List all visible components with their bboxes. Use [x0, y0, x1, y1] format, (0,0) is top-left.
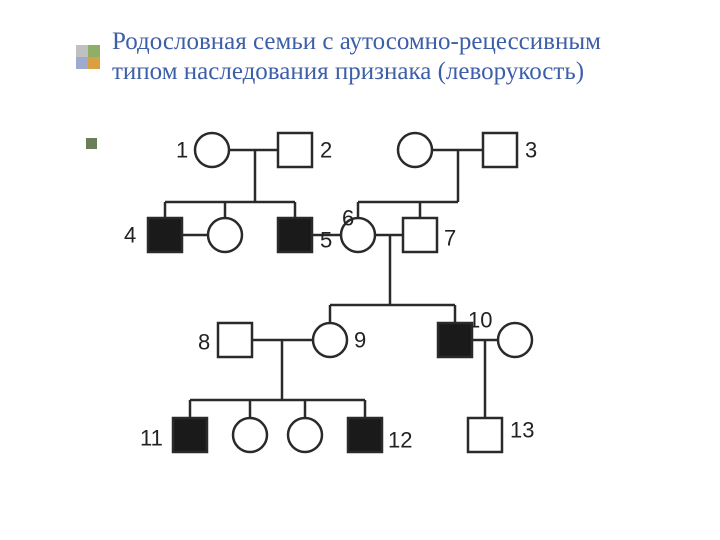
- pedigree-female: [313, 323, 347, 357]
- pedigree-female: [195, 133, 229, 167]
- pedigree-male: [278, 218, 312, 252]
- pedigree-label: 5: [320, 228, 332, 253]
- pedigree-label: 7: [444, 226, 456, 251]
- pedigree-label: 4: [124, 223, 136, 248]
- pedigree-label: 11: [140, 426, 163, 451]
- pedigree-label: 2: [320, 138, 332, 163]
- pedigree-male: [148, 218, 182, 252]
- pedigree-male: [483, 133, 517, 167]
- pedigree-label: 13: [510, 418, 534, 443]
- pedigree-female: [208, 218, 242, 252]
- pedigree-male: [173, 418, 207, 452]
- pedigree-male: [278, 133, 312, 167]
- pedigree-male: [218, 323, 252, 357]
- pedigree-label: 10: [468, 308, 492, 333]
- pedigree-male: [468, 418, 502, 452]
- pedigree-diagram: 12345678910111213: [120, 100, 640, 500]
- pedigree-male: [348, 418, 382, 452]
- pedigree-male: [438, 323, 472, 357]
- pedigree-label: 3: [525, 138, 537, 163]
- pedigree-label: 1: [176, 138, 188, 163]
- pedigree-female: [398, 133, 432, 167]
- pedigree-female: [498, 323, 532, 357]
- slide-title-line2: типом наследования признака (леворукость…: [112, 58, 584, 86]
- pedigree-female: [288, 418, 322, 452]
- pedigree-label: 8: [198, 330, 210, 355]
- pedigree-label: 12: [388, 428, 412, 453]
- slide-title-line1: Родословная семьи с аутосомно-рецессивны…: [112, 28, 601, 56]
- title-bullet-icon: [76, 45, 100, 69]
- pedigree-female: [233, 418, 267, 452]
- sub-bullet-icon: [86, 138, 97, 149]
- pedigree-label: 9: [354, 328, 366, 353]
- pedigree-label: 6: [342, 206, 354, 231]
- pedigree-male: [403, 218, 437, 252]
